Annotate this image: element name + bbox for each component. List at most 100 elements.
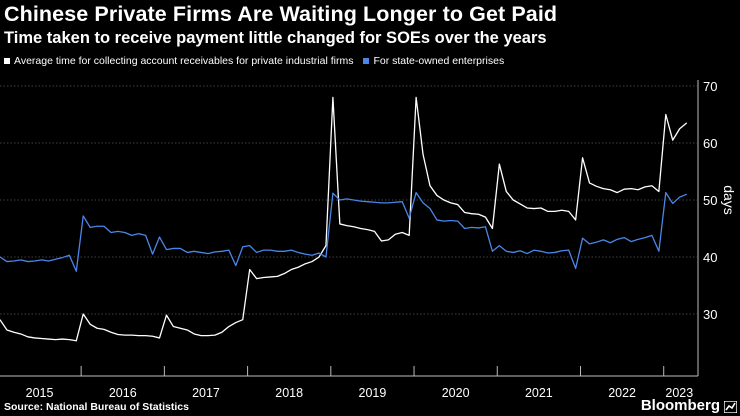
point-soe-15: [103, 225, 105, 227]
point-soe-64: [443, 220, 445, 222]
point-soe-14: [96, 225, 98, 227]
point-private-35: [242, 319, 244, 321]
point-private-53: [367, 229, 368, 231]
point-private-87: [602, 188, 604, 190]
point-soe-75: [519, 250, 521, 252]
x-tick-label-2023: 2023: [665, 386, 693, 400]
y-tick-label: 60: [703, 136, 717, 151]
point-soe-94: [651, 234, 653, 236]
point-soe-27: [186, 252, 188, 253]
point-soe-16: [110, 232, 112, 233]
point-soe-59: [408, 217, 410, 219]
point-soe-65: [450, 220, 452, 221]
point-soe-37: [256, 252, 258, 253]
point-soe-62: [429, 208, 431, 209]
point-private-50: [346, 225, 348, 227]
point-soe-63: [436, 219, 438, 221]
point-private-93: [644, 186, 646, 188]
point-private-70: [485, 216, 486, 218]
legend-label-private: Average time for collecting account rece…: [14, 55, 354, 67]
x-tick-label-2017: 2017: [192, 386, 220, 400]
point-soe-99: [686, 193, 687, 195]
point-private-74: [512, 199, 514, 201]
point-private-42: [290, 269, 292, 270]
point-private-9: [62, 338, 63, 340]
point-private-91: [630, 188, 632, 190]
point-private-18: [124, 334, 126, 336]
point-soe-42: [290, 249, 292, 251]
chart-title: Chinese Private Firms Are Waiting Longer…: [4, 2, 558, 26]
point-private-83: [575, 219, 577, 221]
legend-swatch-soe: [363, 58, 370, 64]
point-soe-44: [304, 253, 306, 255]
point-soe-7: [48, 260, 49, 262]
point-private-29: [200, 335, 202, 337]
point-soe-97: [672, 203, 674, 204]
point-private-54: [374, 230, 375, 232]
point-private-33: [228, 326, 230, 327]
point-private-84: [582, 157, 583, 159]
point-soe-47: [325, 256, 327, 258]
point-private-4: [27, 336, 29, 338]
point-private-66: [457, 204, 459, 205]
point-soe-91: [630, 241, 632, 243]
point-private-51: [353, 226, 355, 228]
point-soe-96: [665, 192, 667, 193]
point-private-23: [159, 337, 160, 339]
point-private-26: [179, 327, 181, 329]
point-private-40: [277, 275, 278, 277]
point-private-1: [6, 329, 8, 331]
point-private-64: [443, 199, 445, 201]
point-private-86: [596, 185, 597, 187]
point-soe-38: [263, 249, 264, 251]
point-soe-46: [318, 252, 320, 254]
point-soe-70: [485, 226, 486, 228]
point-soe-12: [82, 215, 84, 217]
x-tick-label-2021: 2021: [525, 386, 553, 400]
x-tick-label-2022: 2022: [608, 386, 636, 400]
point-soe-92: [637, 238, 639, 240]
point-private-24: [166, 314, 167, 316]
legend-item-private: Average time for collecting account rece…: [4, 55, 353, 67]
point-private-6: [41, 338, 43, 339]
point-soe-43: [297, 252, 299, 253]
point-private-12: [82, 313, 84, 315]
point-private-21: [145, 335, 147, 337]
point-private-7: [48, 338, 49, 340]
point-soe-86: [596, 241, 597, 243]
point-soe-73: [505, 250, 507, 252]
point-private-82: [568, 211, 570, 212]
point-private-25: [172, 326, 174, 327]
point-private-57: [394, 233, 396, 235]
point-soe-68: [471, 226, 473, 228]
legend-item-soe: For state-owned enterprises: [363, 55, 504, 67]
point-soe-84: [582, 237, 583, 239]
point-soe-76: [526, 253, 528, 254]
chart-subtitle: Time taken to receive payment little cha…: [4, 29, 547, 47]
point-soe-60: [415, 192, 417, 193]
point-private-37: [256, 278, 258, 280]
point-private-46: [318, 256, 320, 258]
x-tick-label-2019: 2019: [359, 386, 387, 400]
point-soe-1: [6, 261, 8, 262]
point-soe-74: [512, 252, 514, 253]
point-soe-23: [159, 236, 160, 238]
point-soe-83: [575, 268, 577, 269]
point-private-80: [554, 211, 556, 212]
point-private-62: [429, 185, 431, 187]
point-private-19: [131, 334, 133, 336]
point-soe-87: [602, 239, 604, 241]
legend-label-soe: For state-owned enterprises: [373, 55, 505, 67]
point-private-58: [401, 232, 403, 233]
point-soe-41: [283, 250, 285, 252]
legend-swatch-private: [4, 58, 10, 64]
point-private-79: [547, 211, 549, 212]
point-soe-93: [644, 237, 646, 239]
point-private-43: [297, 266, 299, 268]
point-soe-8: [55, 258, 56, 260]
point-private-88: [609, 189, 611, 191]
point-soe-55: [381, 202, 382, 204]
point-private-3: [20, 333, 22, 335]
point-soe-58: [401, 201, 403, 203]
point-soe-54: [374, 201, 375, 203]
